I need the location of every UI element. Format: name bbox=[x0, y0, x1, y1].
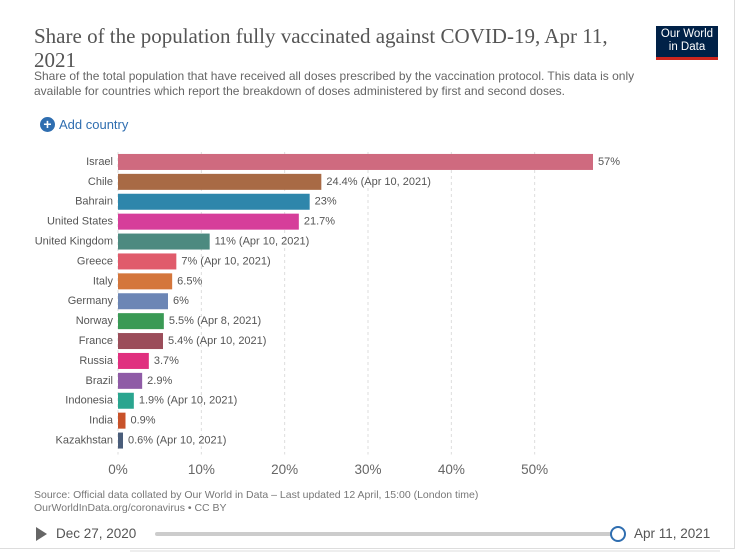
chart-title: Share of the population fully vaccinated… bbox=[34, 24, 608, 72]
category-label: France bbox=[79, 335, 113, 347]
bar bbox=[118, 333, 163, 350]
add-country-button[interactable]: + Add country bbox=[40, 117, 128, 132]
bar bbox=[118, 432, 123, 449]
timeline-start: Dec 27, 2020 bbox=[56, 526, 137, 541]
category-label: United States bbox=[47, 216, 114, 228]
x-tick-label: 30% bbox=[354, 462, 381, 477]
timeline-handle[interactable] bbox=[610, 526, 626, 542]
plus-icon: + bbox=[40, 117, 55, 132]
category-label: Israel bbox=[86, 156, 113, 168]
value-label: 5.4% (Apr 10, 2021) bbox=[168, 335, 266, 347]
x-tick-label: 40% bbox=[438, 462, 465, 477]
x-tick-label: 10% bbox=[188, 462, 215, 477]
bar bbox=[118, 313, 164, 330]
value-label: 7% (Apr 10, 2021) bbox=[181, 255, 270, 267]
value-label: 1.9% (Apr 10, 2021) bbox=[139, 395, 237, 407]
bar bbox=[118, 273, 173, 290]
value-label: 0.6% (Apr 10, 2021) bbox=[128, 434, 226, 446]
logo[interactable]: Our World in Data bbox=[656, 26, 718, 60]
bar bbox=[118, 412, 126, 429]
timeline-track[interactable] bbox=[155, 532, 618, 536]
timeline-end: Apr 11, 2021 bbox=[634, 526, 711, 541]
add-country-label: Add country bbox=[59, 117, 129, 132]
bar bbox=[118, 193, 310, 210]
value-label: 11% (Apr 10, 2021) bbox=[215, 235, 310, 247]
category-label: Bahrain bbox=[75, 196, 113, 208]
value-label: 5.5% (Apr 8, 2021) bbox=[169, 315, 261, 327]
logo-line: Our World bbox=[660, 28, 714, 40]
value-label: 21.7% bbox=[304, 216, 335, 228]
category-label: Italy bbox=[93, 275, 114, 287]
bar bbox=[118, 253, 177, 270]
value-label: 2.9% bbox=[147, 375, 172, 387]
play-button[interactable] bbox=[36, 527, 47, 541]
logo-line: in Data bbox=[668, 41, 706, 53]
category-label: Chile bbox=[88, 176, 113, 188]
value-label: 23% bbox=[315, 196, 337, 208]
bar bbox=[118, 233, 210, 250]
bar bbox=[118, 372, 143, 389]
chart-subtitle: Share of the total population that have … bbox=[34, 69, 635, 98]
value-label: 6.5% bbox=[177, 275, 202, 287]
category-label: Norway bbox=[76, 315, 114, 327]
x-tick-label: 20% bbox=[271, 462, 298, 477]
category-label: Kazakhstan bbox=[56, 434, 113, 446]
value-label: 57% bbox=[598, 156, 620, 168]
bar bbox=[118, 352, 149, 369]
value-label: 6% bbox=[173, 295, 189, 307]
category-label: Russia bbox=[79, 355, 114, 367]
category-label: Indonesia bbox=[65, 395, 114, 407]
category-label: United Kingdom bbox=[35, 235, 113, 247]
bar bbox=[118, 293, 168, 310]
value-label: 3.7% bbox=[154, 355, 179, 367]
category-label: Greece bbox=[77, 255, 113, 267]
category-label: India bbox=[89, 415, 114, 427]
bar bbox=[118, 173, 322, 190]
value-label: 24.4% (Apr 10, 2021) bbox=[326, 176, 431, 188]
bar bbox=[118, 153, 593, 170]
category-label: Germany bbox=[68, 295, 114, 307]
source: Source: Official data collated by Our Wo… bbox=[34, 489, 478, 515]
x-tick-label: 50% bbox=[521, 462, 548, 477]
x-tick-label: 0% bbox=[108, 462, 128, 477]
category-label: Brazil bbox=[85, 375, 113, 387]
bar bbox=[118, 213, 299, 230]
value-label: 0.9% bbox=[131, 415, 156, 427]
source-line: OurWorldInData.org/coronavirus • CC BY bbox=[34, 502, 227, 514]
bar bbox=[118, 392, 134, 409]
source-line: Source: Official data collated by Our Wo… bbox=[34, 489, 479, 501]
